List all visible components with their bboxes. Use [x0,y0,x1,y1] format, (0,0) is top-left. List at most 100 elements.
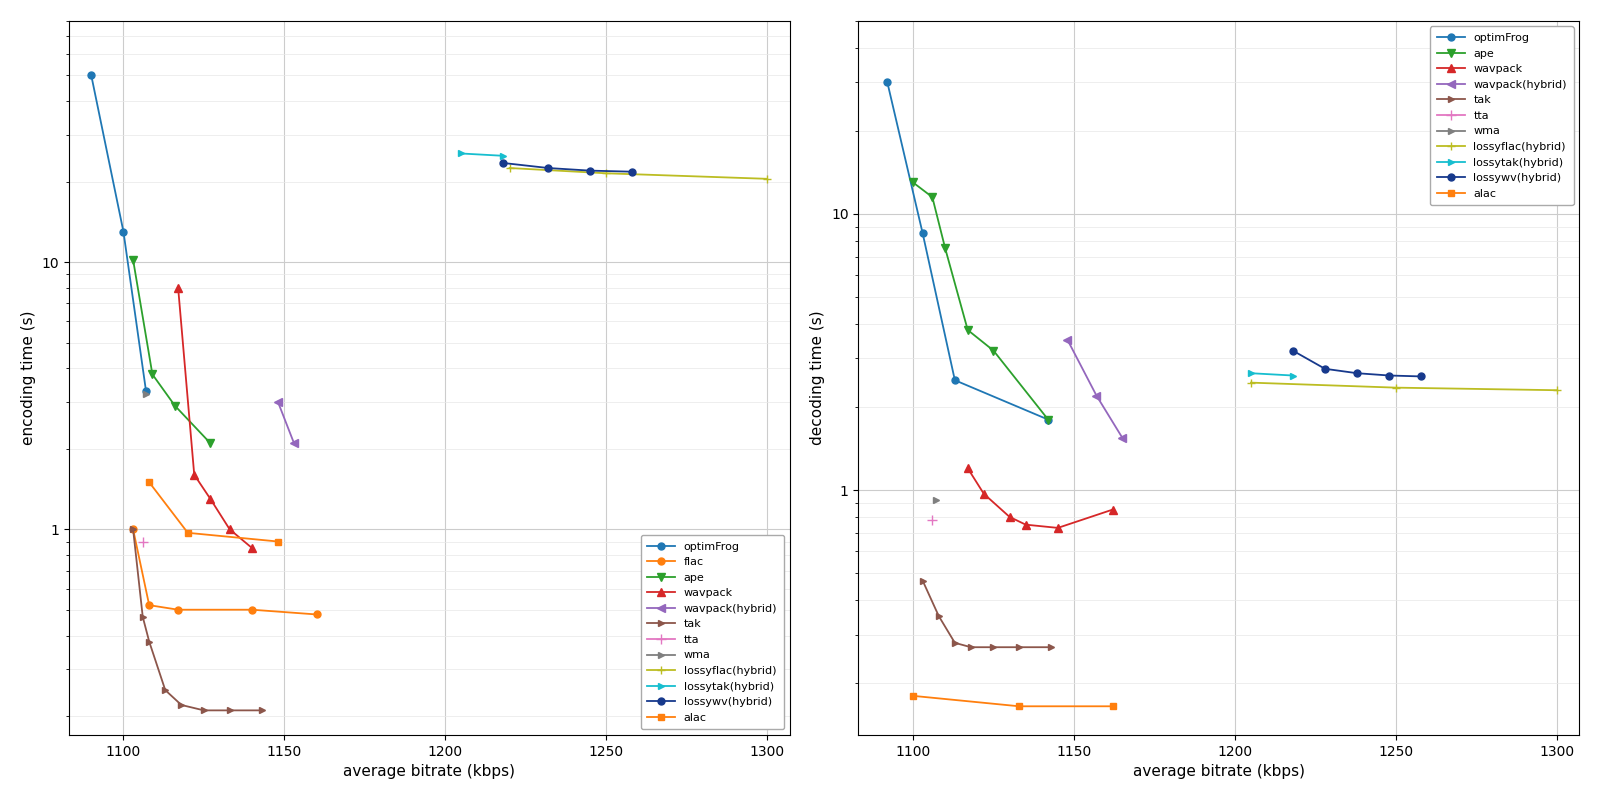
Line: tak: tak [920,578,1054,650]
lossywv(hybrid) [493,158,512,168]
tak [1010,642,1029,652]
lossytak(hybrid) [451,149,470,158]
X-axis label: average bitrate (kbps): average bitrate (kbps) [342,764,515,779]
flac [168,605,187,614]
optimFrog [114,227,133,237]
wavpack(hybrid) [1112,433,1131,442]
ape [123,255,142,265]
wavpack [958,463,978,473]
Legend: optimFrog, ape, wavpack, wavpack(hybrid), tak, tta, wma, lossyflac(hybrid), loss: optimFrog, ape, wavpack, wavpack(hybrid)… [1430,26,1574,206]
Line: lossyflac(hybrid): lossyflac(hybrid) [1246,378,1562,394]
lossywv(hybrid) [1379,370,1398,380]
wavpack(hybrid) [269,397,288,406]
ape [165,401,184,410]
Legend: optimFrog, flac, ape, wavpack, wavpack(hybrid), tak, tta, wma, lossyflac(hybrid): optimFrog, flac, ape, wavpack, wavpack(h… [640,535,784,730]
optimFrog [1038,415,1058,425]
Line: ape: ape [909,178,1053,424]
flac [243,605,262,614]
lossyflac(hybrid) [1547,386,1566,395]
wavpack [221,525,240,534]
lossytak(hybrid) [493,151,512,161]
lossyflac(hybrid) [1386,383,1405,393]
wavpack [184,470,203,479]
ape [142,370,162,379]
lossyflac(hybrid) [757,174,776,184]
Line: tak: tak [130,526,266,714]
lossyflac(hybrid) [597,169,616,178]
Line: ape: ape [130,256,214,447]
alac [269,537,288,546]
lossywv(hybrid) [1347,369,1366,378]
wavpack [1016,520,1035,530]
Line: alac: alac [909,692,1117,710]
Line: flac: flac [130,526,320,618]
alac [1102,702,1122,711]
ape [1038,415,1058,425]
lossywv(hybrid) [1283,346,1302,355]
tak [914,576,933,586]
lossywv(hybrid) [1411,372,1430,382]
tak [1042,642,1061,652]
Line: lossyflac(hybrid): lossyflac(hybrid) [506,164,771,183]
wavpack [168,283,187,293]
Line: optimFrog: optimFrog [883,78,1051,423]
optimFrog [136,386,155,395]
wavpack [1000,512,1019,522]
lossywv(hybrid) [539,163,558,173]
ape [904,178,923,187]
lossywv(hybrid) [622,167,642,177]
flac [123,525,142,534]
flac [307,610,326,619]
Line: wavpack(hybrid): wavpack(hybrid) [1064,336,1126,442]
tak [139,637,158,646]
tak [930,611,949,621]
tak [221,706,240,715]
lossytak(hybrid) [1283,370,1302,380]
Line: wavpack: wavpack [174,284,256,552]
ape [936,244,955,254]
Line: lossywv(hybrid): lossywv(hybrid) [499,159,635,175]
ape [200,438,219,448]
wavpack(hybrid) [1058,335,1077,345]
tak [946,638,965,648]
tak [962,642,981,652]
tak [155,686,174,695]
optimFrog [946,375,965,385]
wavpack [243,543,262,553]
optimFrog [914,229,933,238]
wavpack [1048,523,1067,533]
tak [194,706,213,715]
optimFrog [82,70,101,80]
ape [958,325,978,334]
Line: alac: alac [146,478,282,545]
Line: wavpack(hybrid): wavpack(hybrid) [274,398,298,447]
wavpack [1102,505,1122,514]
wavpack(hybrid) [285,438,304,448]
alac [904,691,923,701]
wavpack [974,489,994,498]
lossyflac(hybrid) [1242,378,1261,387]
ape [923,192,942,202]
tak [123,525,142,534]
flac [139,600,158,610]
X-axis label: average bitrate (kbps): average bitrate (kbps) [1133,764,1304,779]
Line: optimFrog: optimFrog [88,72,149,394]
Line: lossytak(hybrid): lossytak(hybrid) [458,150,507,159]
tak [133,612,152,622]
lossywv(hybrid) [581,166,600,175]
wavpack(hybrid) [1086,390,1106,400]
Line: wavpack: wavpack [963,464,1117,532]
ape [984,346,1003,355]
optimFrog [878,78,898,87]
lossytak(hybrid) [1242,369,1261,378]
wavpack [200,494,219,504]
Y-axis label: encoding time (s): encoding time (s) [21,310,35,445]
lossywv(hybrid) [1315,364,1334,374]
lossyflac(hybrid) [501,163,520,173]
Line: lossytak(hybrid): lossytak(hybrid) [1248,370,1296,379]
alac [139,478,158,487]
alac [178,528,197,538]
Line: lossywv(hybrid): lossywv(hybrid) [1290,347,1426,380]
tak [253,706,272,715]
tak [984,642,1003,652]
